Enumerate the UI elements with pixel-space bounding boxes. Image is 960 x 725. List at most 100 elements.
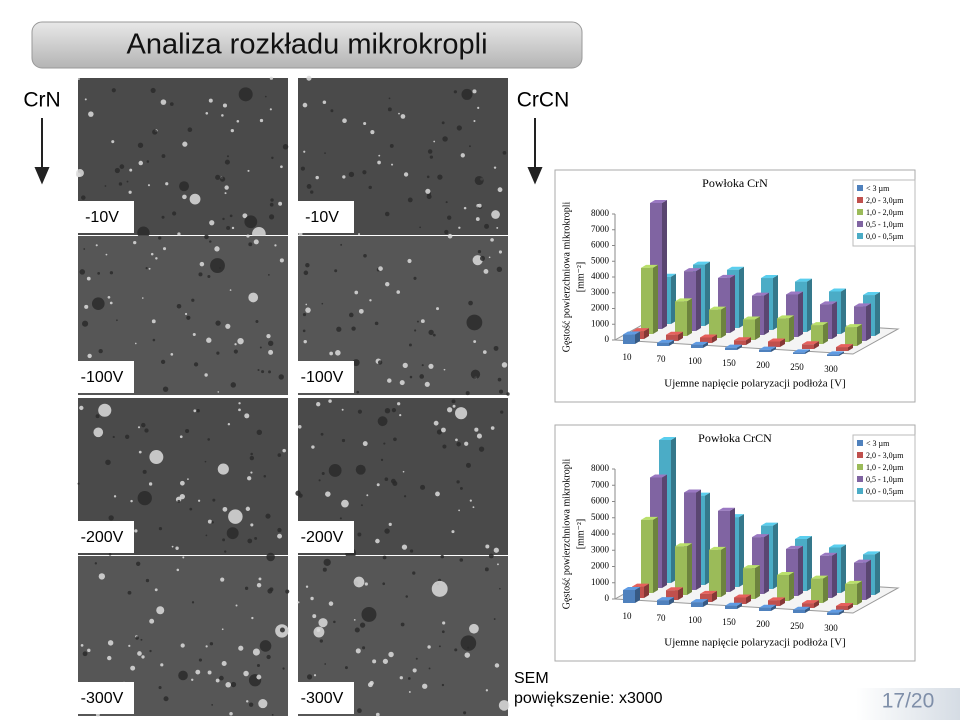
bar-top <box>623 587 640 590</box>
droplet <box>443 368 446 371</box>
bar-side <box>746 337 751 345</box>
droplet <box>469 623 479 634</box>
droplet <box>137 651 142 656</box>
y-tick-label: 3000 <box>591 287 610 297</box>
droplet <box>86 276 91 281</box>
bar <box>827 612 839 615</box>
droplet <box>366 494 369 497</box>
droplet <box>447 233 453 239</box>
bar-top <box>827 351 844 355</box>
droplet <box>497 377 502 382</box>
droplet <box>306 184 312 189</box>
label-box <box>70 682 134 714</box>
droplet <box>488 553 494 559</box>
droplet <box>84 98 87 101</box>
x-tick-label: 300 <box>824 623 838 633</box>
droplet <box>458 509 461 512</box>
droplet <box>179 493 185 500</box>
droplet <box>204 234 209 240</box>
bar-side <box>669 339 674 346</box>
droplet <box>362 170 367 175</box>
droplet <box>265 513 271 519</box>
droplet <box>227 423 231 426</box>
droplet <box>179 480 185 486</box>
bar-side <box>789 315 794 342</box>
droplet <box>171 545 174 548</box>
column-label: CrN <box>23 89 60 112</box>
legend-swatch <box>857 476 863 482</box>
droplet <box>435 491 440 497</box>
droplet <box>114 167 120 174</box>
droplet <box>494 663 500 668</box>
droplet <box>388 97 391 100</box>
bar-side <box>671 437 676 583</box>
y-tick-label: 7000 <box>591 479 610 489</box>
droplet <box>377 160 381 165</box>
droplet <box>429 155 434 159</box>
slide-title: Analiza rozkładu mikrokropli <box>126 29 487 61</box>
legend-label: 1,0 - 2,0µm <box>866 208 904 217</box>
bar-top <box>786 545 803 549</box>
bar-top <box>759 604 776 608</box>
droplet <box>436 429 442 435</box>
droplet <box>322 100 327 105</box>
droplet <box>269 214 275 220</box>
legend-swatch <box>857 185 863 191</box>
droplet <box>473 340 477 343</box>
droplet <box>362 441 368 447</box>
droplet <box>328 399 332 403</box>
droplet <box>470 369 481 379</box>
bar-top <box>811 575 828 579</box>
y-tick-label: 0 <box>605 334 610 344</box>
legend-swatch <box>857 209 863 215</box>
droplet <box>460 635 477 651</box>
droplet <box>401 544 408 550</box>
bar <box>691 602 703 607</box>
droplet <box>376 483 380 487</box>
droplet <box>425 188 431 194</box>
droplet <box>217 391 220 393</box>
droplet <box>400 622 405 627</box>
droplet <box>111 140 115 144</box>
y-axis-label: [mm⁻²] <box>575 262 586 293</box>
droplet <box>141 297 144 299</box>
droplet <box>138 160 144 166</box>
legend-label: 2,0 - 3,0µm <box>866 451 904 460</box>
droplet <box>302 313 307 317</box>
droplet <box>298 493 303 498</box>
bar-top <box>659 437 676 440</box>
droplet <box>221 661 227 667</box>
droplet <box>238 402 241 405</box>
voltage-label: -10V <box>305 209 339 226</box>
droplet <box>321 472 325 476</box>
droplet <box>427 645 431 649</box>
droplet <box>358 233 361 236</box>
droplet <box>226 225 231 230</box>
droplet <box>355 648 361 654</box>
droplet <box>463 206 467 210</box>
droplet <box>152 338 156 342</box>
x-tick-label: 250 <box>790 621 804 631</box>
droplet <box>440 554 445 559</box>
droplet <box>135 636 139 640</box>
droplet <box>269 202 274 207</box>
droplet <box>246 234 250 238</box>
bar-side <box>866 303 871 341</box>
droplet <box>225 681 231 688</box>
bar-side <box>798 291 803 337</box>
droplet <box>237 337 244 345</box>
droplet <box>248 242 253 247</box>
droplet <box>413 276 417 280</box>
droplet <box>130 665 136 671</box>
droplet <box>441 121 445 125</box>
droplet <box>158 236 162 240</box>
droplet <box>387 107 392 112</box>
droplet <box>455 438 458 442</box>
droplet <box>277 533 283 539</box>
droplet <box>119 164 125 169</box>
droplet <box>163 696 169 702</box>
bar-top <box>759 346 776 350</box>
droplet <box>460 153 465 158</box>
droplet <box>83 248 86 250</box>
bar-side <box>823 575 828 603</box>
